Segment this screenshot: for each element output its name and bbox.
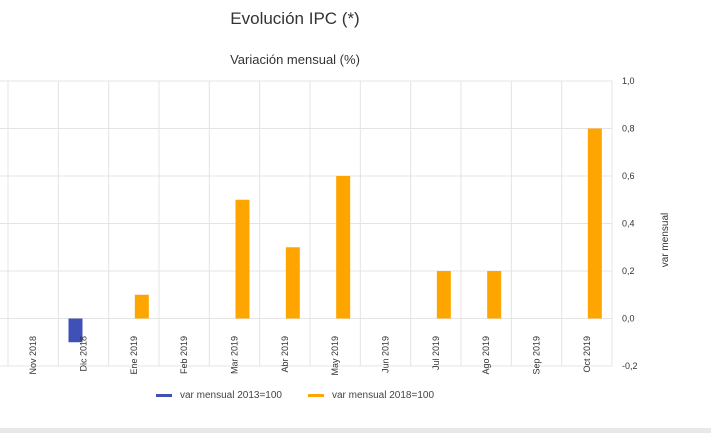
x-tick-label: Dic 2018 [79,336,89,372]
y-tick-label: 0,2 [622,266,635,276]
x-tick-label: Abr 2019 [280,336,290,373]
legend-item-2018[interactable]: var mensual 2018=100 [308,390,434,401]
legend-item-2013[interactable]: var mensual 2013=100 [155,390,282,401]
chart-title: Evolución IPC (*) [230,9,360,28]
x-tick-label: May 2019 [330,336,340,376]
x-tick-label: Ene 2019 [129,336,139,375]
y-tick-label: 1,0 [622,76,635,86]
chart-legend: var mensual 2013=100 var mensual 2018=10… [0,390,590,401]
y-tick-label: 0,0 [622,314,635,324]
x-tick-label: Ago 2019 [481,336,491,375]
bar-may-2019[interactable] [336,176,351,319]
x-tick-label: Oct 2019 [582,336,592,373]
bar-dic-2018[interactable] [68,318,83,343]
y-axis-label: var mensual [660,213,671,267]
bottom-scroll-bar [0,428,711,433]
legend-swatch-2013 [155,394,172,397]
x-tick-label: Feb 2019 [179,336,189,374]
legend-label-2018: var mensual 2018=100 [332,390,435,401]
y-tick-label: -0,2 [622,361,638,371]
bar-jul-2019[interactable] [436,271,451,319]
legend-swatch-2018 [308,394,324,397]
legend-label-2013: var mensual 2013=100 [179,390,282,401]
x-tick-label: Jun 2019 [381,336,391,373]
chart-subtitle: Variación mensual (%) [230,52,360,67]
y-tick-label: 0,8 [622,124,635,134]
x-tick-label: Sep 2019 [532,336,542,375]
x-tick-label: Nov 2018 [28,336,38,375]
bar-abr-2019[interactable] [285,247,300,319]
bar-oct-2019[interactable] [587,128,602,319]
x-tick-label: Jul 2019 [431,336,441,370]
y-tick-label: 0,6 [622,171,635,181]
y-tick-label: 0,4 [622,219,635,229]
bar-ago-2019[interactable] [487,271,502,319]
bar-ene-2019[interactable] [134,294,149,319]
bar-mar-2019[interactable] [235,199,250,319]
x-tick-label: Mar 2019 [230,336,240,374]
